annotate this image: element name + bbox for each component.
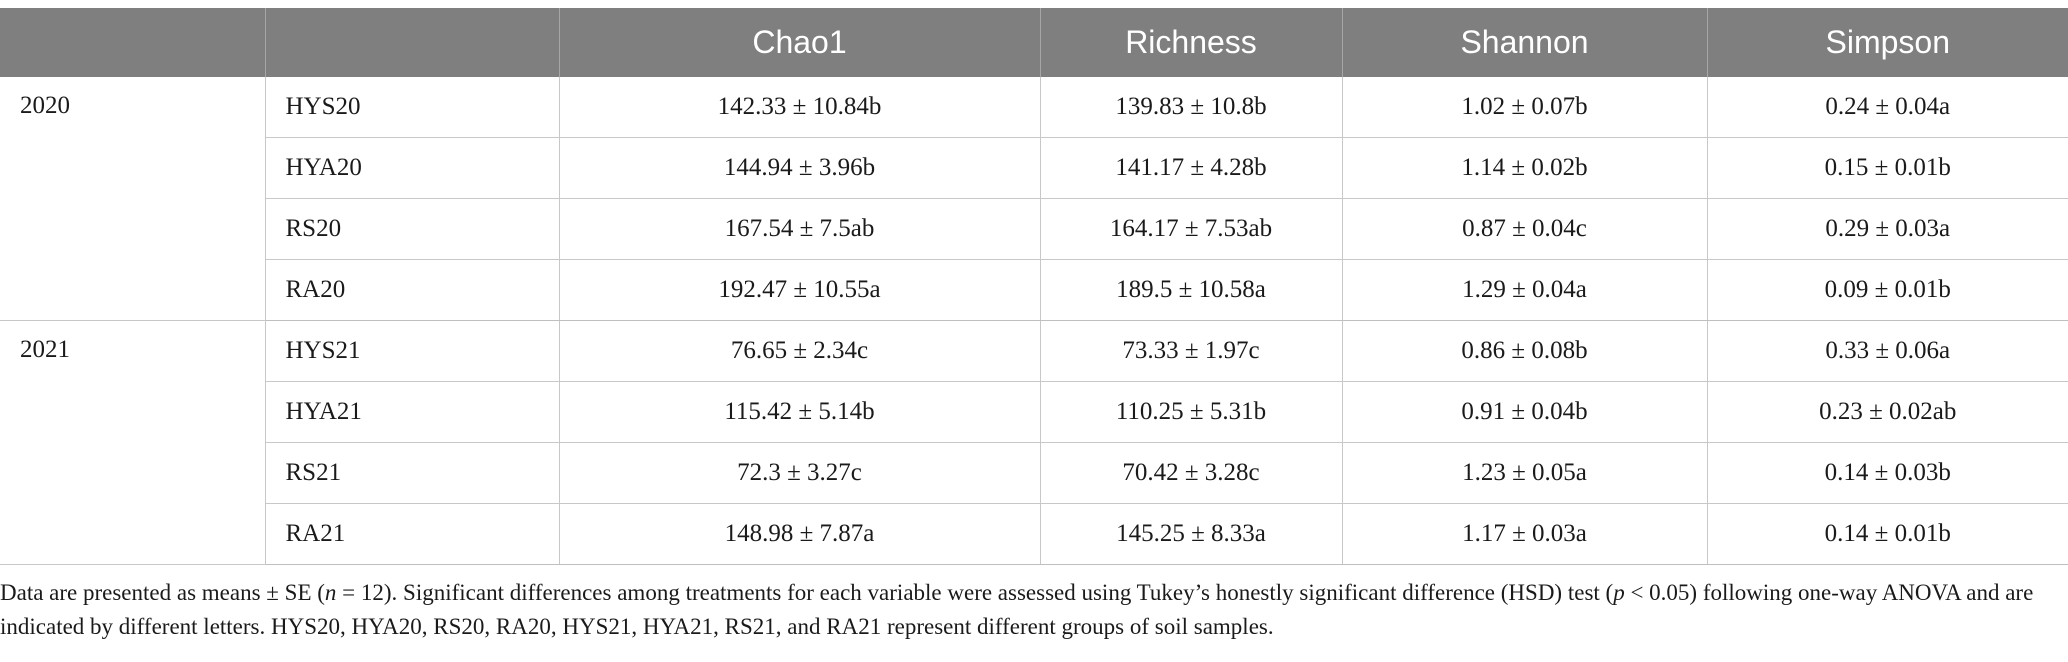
chao1-cell: 144.94 ± 3.96b	[558, 137, 1040, 199]
group-cell: RS20	[264, 198, 559, 260]
table-footnote: Data are presented as means ± SE (n = 12…	[0, 576, 2060, 644]
table-row: RA20 192.47 ± 10.55a 189.5 ± 10.58a 1.29…	[0, 259, 2068, 321]
simpson-cell: 0.24 ± 0.04a	[1706, 77, 2068, 138]
table-row: 2020 HYS20 142.33 ± 10.84b 139.83 ± 10.8…	[0, 77, 2068, 321]
group-cell: HYS21	[264, 320, 559, 382]
footnote-text-3: < 0.05) following one-way ANOVA and are …	[0, 580, 2034, 639]
group-cell: HYS20	[264, 77, 559, 138]
shannon-cell: 0.91 ± 0.04b	[1341, 381, 1707, 443]
simpson-cell: 0.33 ± 0.06a	[1706, 320, 2068, 382]
alpha-diversity-table: Chao1 Richness Shannon Simpson 2020 HYS2…	[0, 8, 2068, 565]
shannon-cell: 1.29 ± 0.04a	[1341, 259, 1707, 321]
table-row: RS21 72.3 ± 3.27c 70.42 ± 3.28c 1.23 ± 0…	[0, 442, 2068, 504]
group-cell: RS21	[264, 442, 559, 504]
footnote-p-symbol: p	[1613, 580, 1625, 605]
table-row: 2021 HYS21 76.65 ± 2.34c 73.33 ± 1.97c 0…	[0, 320, 2068, 565]
richness-cell: 164.17 ± 7.53ab	[1039, 198, 1342, 260]
richness-cell: 189.5 ± 10.58a	[1039, 259, 1342, 321]
year-cell: 2021	[0, 320, 265, 565]
table-row: RA21 148.98 ± 7.87a 145.25 ± 8.33a 1.17 …	[0, 503, 2068, 565]
table-header-row: Chao1 Richness Shannon Simpson	[0, 8, 2068, 77]
shannon-cell: 1.23 ± 0.05a	[1341, 442, 1707, 504]
simpson-cell: 0.23 ± 0.02ab	[1706, 381, 2068, 443]
header-group	[264, 8, 559, 77]
header-year	[0, 8, 265, 77]
group-cell: HYA20	[264, 137, 559, 199]
data-table-container: Chao1 Richness Shannon Simpson 2020 HYS2…	[0, 8, 2068, 565]
header-simpson: Simpson	[1706, 8, 2068, 77]
year-cell: 2020	[0, 77, 265, 321]
shannon-cell: 0.86 ± 0.08b	[1341, 320, 1707, 382]
chao1-cell: 115.42 ± 5.14b	[558, 381, 1040, 443]
footnote-text-2: = 12). Significant differences among tre…	[336, 580, 1614, 605]
richness-cell: 70.42 ± 3.28c	[1039, 442, 1342, 504]
header-richness: Richness	[1039, 8, 1342, 77]
chao1-cell: 142.33 ± 10.84b	[558, 77, 1040, 138]
shannon-cell: 0.87 ± 0.04c	[1341, 198, 1707, 260]
richness-cell: 73.33 ± 1.97c	[1039, 320, 1342, 382]
footnote-n-symbol: n	[324, 580, 337, 605]
richness-cell: 145.25 ± 8.33a	[1039, 503, 1342, 565]
simpson-cell: 0.14 ± 0.03b	[1706, 442, 2068, 504]
group-cell: RA21	[264, 503, 559, 565]
shannon-cell: 1.14 ± 0.02b	[1341, 137, 1707, 199]
simpson-cell: 0.14 ± 0.01b	[1706, 503, 2068, 565]
shannon-cell: 1.02 ± 0.07b	[1341, 77, 1707, 138]
chao1-cell: 72.3 ± 3.27c	[558, 442, 1040, 504]
simpson-cell: 0.15 ± 0.01b	[1706, 137, 2068, 199]
richness-cell: 141.17 ± 4.28b	[1039, 137, 1342, 199]
chao1-cell: 148.98 ± 7.87a	[558, 503, 1040, 565]
richness-cell: 110.25 ± 5.31b	[1039, 381, 1342, 443]
simpson-cell: 0.09 ± 0.01b	[1706, 259, 2068, 321]
chao1-cell: 76.65 ± 2.34c	[558, 320, 1040, 382]
table-row: HYA20 144.94 ± 3.96b 141.17 ± 4.28b 1.14…	[0, 137, 2068, 199]
table-row: HYA21 115.42 ± 5.14b 110.25 ± 5.31b 0.91…	[0, 381, 2068, 443]
footnote-text-1: Data are presented as means ± SE (	[0, 580, 325, 605]
chao1-cell: 192.47 ± 10.55a	[558, 259, 1040, 321]
header-shannon: Shannon	[1341, 8, 1707, 77]
chao1-cell: 167.54 ± 7.5ab	[558, 198, 1040, 260]
header-chao1: Chao1	[558, 8, 1040, 77]
table-row: RS20 167.54 ± 7.5ab 164.17 ± 7.53ab 0.87…	[0, 198, 2068, 260]
group-cell: HYA21	[264, 381, 559, 443]
shannon-cell: 1.17 ± 0.03a	[1341, 503, 1707, 565]
simpson-cell: 0.29 ± 0.03a	[1706, 198, 2068, 260]
richness-cell: 139.83 ± 10.8b	[1039, 77, 1342, 138]
group-cell: RA20	[264, 259, 559, 321]
